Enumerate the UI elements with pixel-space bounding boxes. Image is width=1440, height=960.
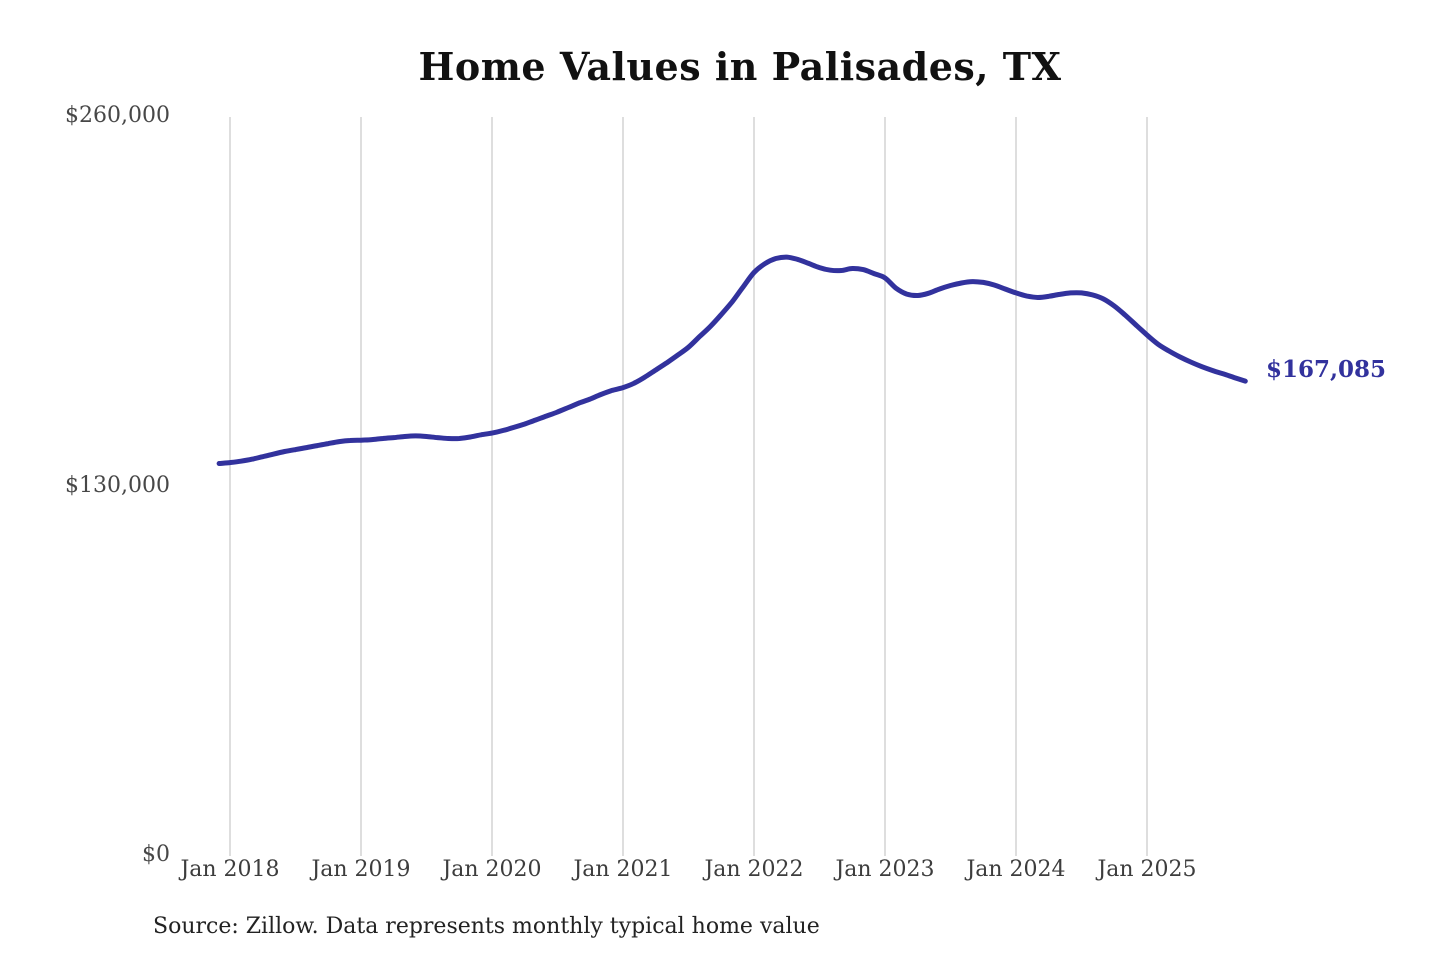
x-axis-tick-2024: Jan 2024: [966, 857, 1066, 882]
x-axis-tick-2022: Jan 2022: [704, 857, 804, 882]
x-axis-tick-2019: Jan 2019: [311, 857, 411, 882]
x-axis-tick-2018: Jan 2018: [180, 857, 280, 882]
y-axis-tick-260000: $260,000: [65, 103, 170, 128]
x-axis-tick-2025: Jan 2025: [1097, 857, 1197, 882]
x-axis-tick-2021: Jan 2021: [573, 857, 673, 882]
y-axis-tick-130000: $130,000: [65, 473, 170, 498]
source-note: Source: Zillow. Data represents monthly …: [153, 914, 820, 939]
y-axis-tick-0: $0: [142, 842, 170, 867]
x-axis-tick-2023: Jan 2023: [835, 857, 935, 882]
current-value-label: $167,085: [1266, 356, 1387, 383]
chart-title: Home Values in Palisades, TX: [418, 44, 1062, 89]
home-value-line-series: [216, 254, 1248, 466]
x-axis-tick-2020: Jan 2020: [442, 857, 542, 882]
